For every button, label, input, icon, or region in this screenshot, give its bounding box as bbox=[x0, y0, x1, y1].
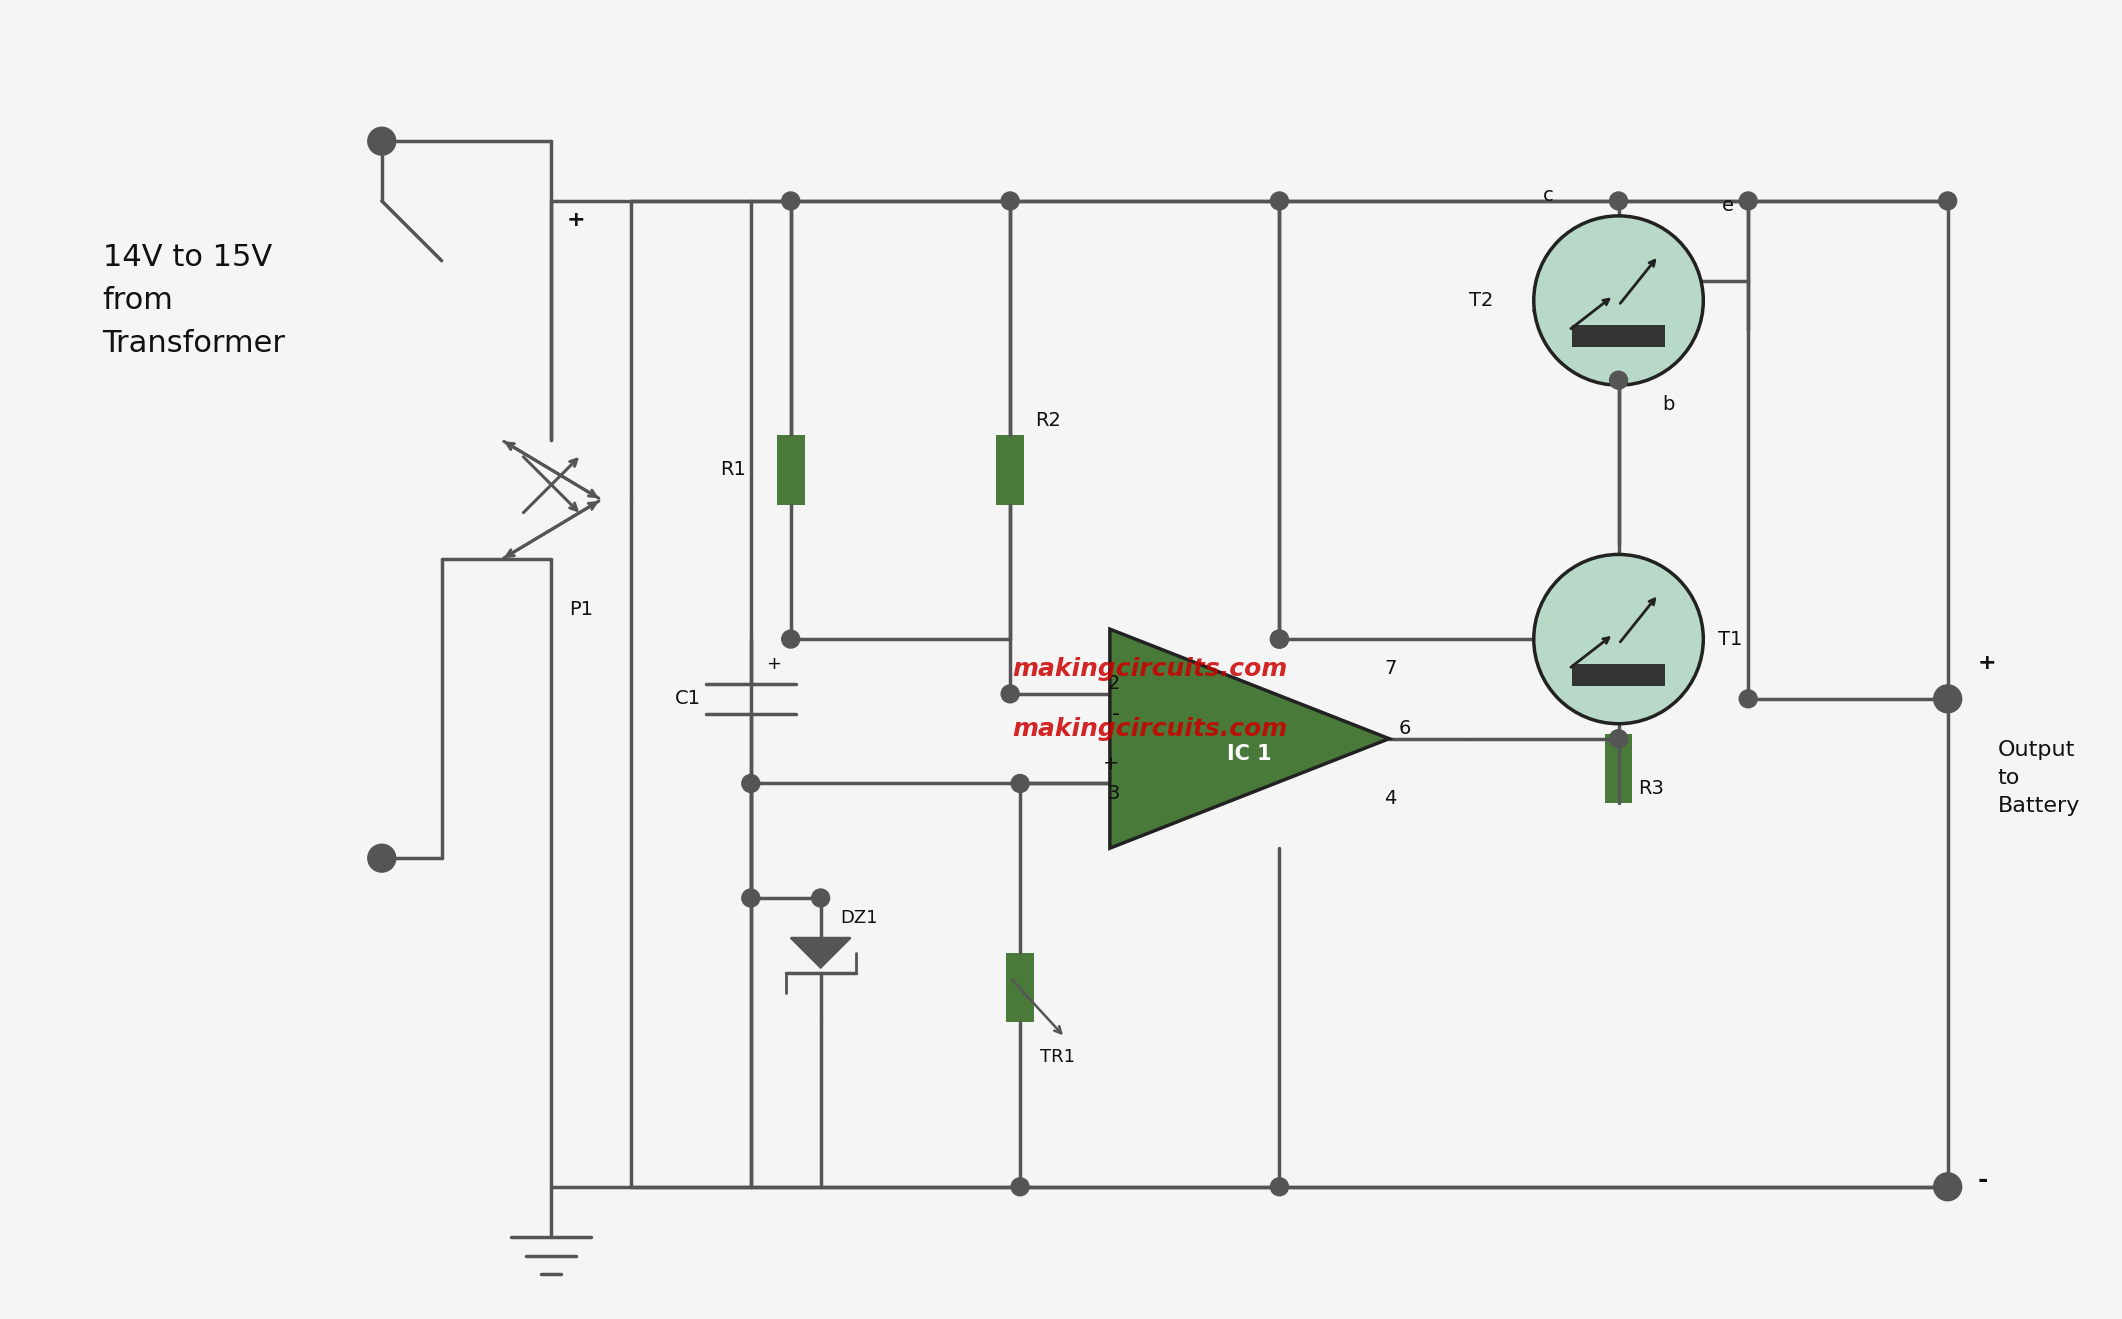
Circle shape bbox=[1940, 193, 1956, 210]
Circle shape bbox=[743, 774, 760, 793]
Text: -: - bbox=[1978, 1167, 1988, 1192]
Circle shape bbox=[1271, 1178, 1288, 1196]
Text: 6: 6 bbox=[1398, 719, 1411, 739]
Circle shape bbox=[1271, 193, 1288, 210]
Circle shape bbox=[1611, 193, 1628, 210]
Text: 3: 3 bbox=[1108, 783, 1120, 803]
Text: T2: T2 bbox=[1468, 291, 1494, 310]
Polygon shape bbox=[792, 938, 851, 968]
Text: +: + bbox=[567, 210, 586, 230]
Text: +: + bbox=[1103, 754, 1120, 773]
Text: TR1: TR1 bbox=[1040, 1049, 1076, 1066]
FancyBboxPatch shape bbox=[777, 435, 804, 505]
Circle shape bbox=[1534, 216, 1704, 385]
FancyBboxPatch shape bbox=[1006, 952, 1033, 1022]
Circle shape bbox=[367, 844, 395, 872]
Text: P1: P1 bbox=[569, 600, 594, 619]
Text: IC 1: IC 1 bbox=[1227, 744, 1271, 764]
Text: 2: 2 bbox=[1108, 674, 1120, 694]
Text: e: e bbox=[1723, 197, 1734, 215]
Text: b: b bbox=[1662, 396, 1674, 414]
Circle shape bbox=[1611, 729, 1628, 748]
Text: makingcircuits.com: makingcircuits.com bbox=[1012, 716, 1288, 741]
Polygon shape bbox=[1110, 629, 1390, 848]
Circle shape bbox=[743, 889, 760, 907]
Circle shape bbox=[1002, 685, 1019, 703]
Text: Output
to
Battery: Output to Battery bbox=[1997, 740, 2080, 816]
Text: T1: T1 bbox=[1719, 629, 1742, 649]
Text: 4: 4 bbox=[1384, 789, 1396, 809]
Circle shape bbox=[1933, 1173, 1961, 1200]
Text: 7: 7 bbox=[1384, 660, 1396, 678]
Circle shape bbox=[1611, 371, 1628, 389]
FancyBboxPatch shape bbox=[1604, 733, 1632, 803]
Circle shape bbox=[1933, 685, 1961, 712]
Text: R3: R3 bbox=[1638, 780, 1664, 798]
FancyBboxPatch shape bbox=[995, 435, 1025, 505]
Circle shape bbox=[1271, 630, 1288, 648]
Circle shape bbox=[1002, 193, 1019, 210]
Text: C1: C1 bbox=[675, 690, 700, 708]
Circle shape bbox=[1010, 1178, 1029, 1196]
Circle shape bbox=[1010, 774, 1029, 793]
FancyBboxPatch shape bbox=[1572, 663, 1666, 686]
Text: makingcircuits.com: makingcircuits.com bbox=[1012, 657, 1288, 681]
FancyBboxPatch shape bbox=[1572, 326, 1666, 347]
Text: R2: R2 bbox=[1036, 410, 1061, 430]
Circle shape bbox=[1740, 690, 1757, 708]
Circle shape bbox=[367, 127, 395, 156]
Circle shape bbox=[1940, 1178, 1956, 1196]
Circle shape bbox=[811, 889, 830, 907]
Text: +: + bbox=[766, 656, 781, 673]
Circle shape bbox=[781, 630, 800, 648]
Circle shape bbox=[1534, 554, 1704, 724]
Text: -: - bbox=[1112, 704, 1120, 724]
Text: R1: R1 bbox=[719, 460, 745, 479]
Text: DZ1: DZ1 bbox=[840, 909, 879, 927]
Text: c: c bbox=[1543, 186, 1553, 204]
Circle shape bbox=[1271, 630, 1288, 648]
Text: +: + bbox=[1978, 653, 1997, 673]
Circle shape bbox=[781, 193, 800, 210]
Circle shape bbox=[1740, 193, 1757, 210]
Text: 14V to 15V
from
Transformer: 14V to 15V from Transformer bbox=[102, 243, 286, 357]
